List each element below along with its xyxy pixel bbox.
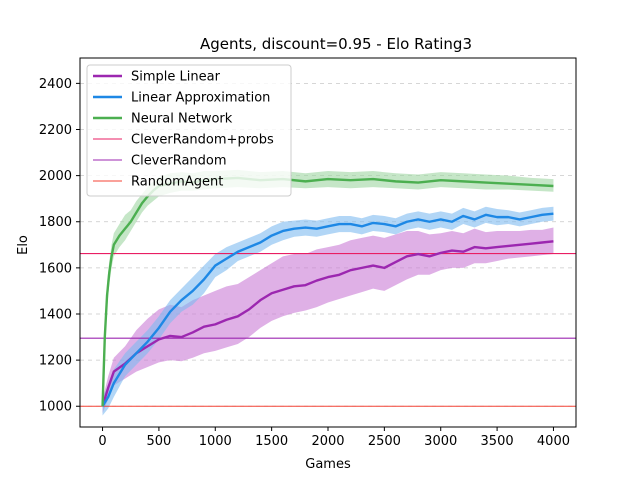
legend-label-simple-linear: Simple Linear <box>131 70 221 85</box>
x-tick-label-1500: 1500 <box>255 434 288 449</box>
x-tick-label-3500: 3500 <box>481 434 514 449</box>
y-tick-label-1200: 1200 <box>39 354 72 369</box>
legend-label-cleverrandom: CleverRandom <box>131 154 227 169</box>
y-tick-label-2200: 2200 <box>39 123 72 138</box>
x-tick-label-2500: 2500 <box>368 434 401 449</box>
y-tick-label-1400: 1400 <box>39 307 72 322</box>
line-simple-linear <box>101 240 554 407</box>
x-tick-label-1000: 1000 <box>199 434 232 449</box>
legend-items: Simple Linear Linear Approximation Neural … <box>93 70 274 190</box>
legend-label-cleverrandom-probs: CleverRandom+probs <box>131 133 274 148</box>
y-axis-ticks: 1000 1200 1400 1600 1800 2000 2200 2400 <box>39 77 80 415</box>
x-axis-ticks: 0 500 1000 1500 2000 2500 3000 3500 4000 <box>98 427 570 449</box>
y-tick-label-1800: 1800 <box>39 215 72 230</box>
y-tick-label-1000: 1000 <box>39 400 72 415</box>
y-tick-label-2400: 2400 <box>39 77 72 92</box>
x-tick-label-3000: 3000 <box>424 434 457 449</box>
legend-label-randomagent: RandomAgent <box>131 175 223 190</box>
legend-label-linear-approximation: Linear Approximation <box>131 91 270 106</box>
x-tick-label-2000: 2000 <box>311 434 344 449</box>
legend: Simple Linear Linear Approximation Neural … <box>86 64 292 197</box>
y-tick-label-1600: 1600 <box>39 261 72 276</box>
y-axis-title: Elo <box>16 235 31 255</box>
x-tick-label-4000: 4000 <box>537 434 570 449</box>
legend-label-neural-network: Neural Network <box>131 112 233 127</box>
y-tick-label-2000: 2000 <box>39 169 72 184</box>
legend-box <box>86 64 292 197</box>
line-linear-approximation <box>101 212 554 407</box>
x-axis-title: Games <box>305 457 351 472</box>
x-tick-label-0: 0 <box>98 434 106 449</box>
x-tick-label-500: 500 <box>146 434 171 449</box>
chart-title: Agents, discount=0.95 - Elo Rating3 <box>200 35 472 53</box>
band-linear-approximation <box>102 206 554 416</box>
